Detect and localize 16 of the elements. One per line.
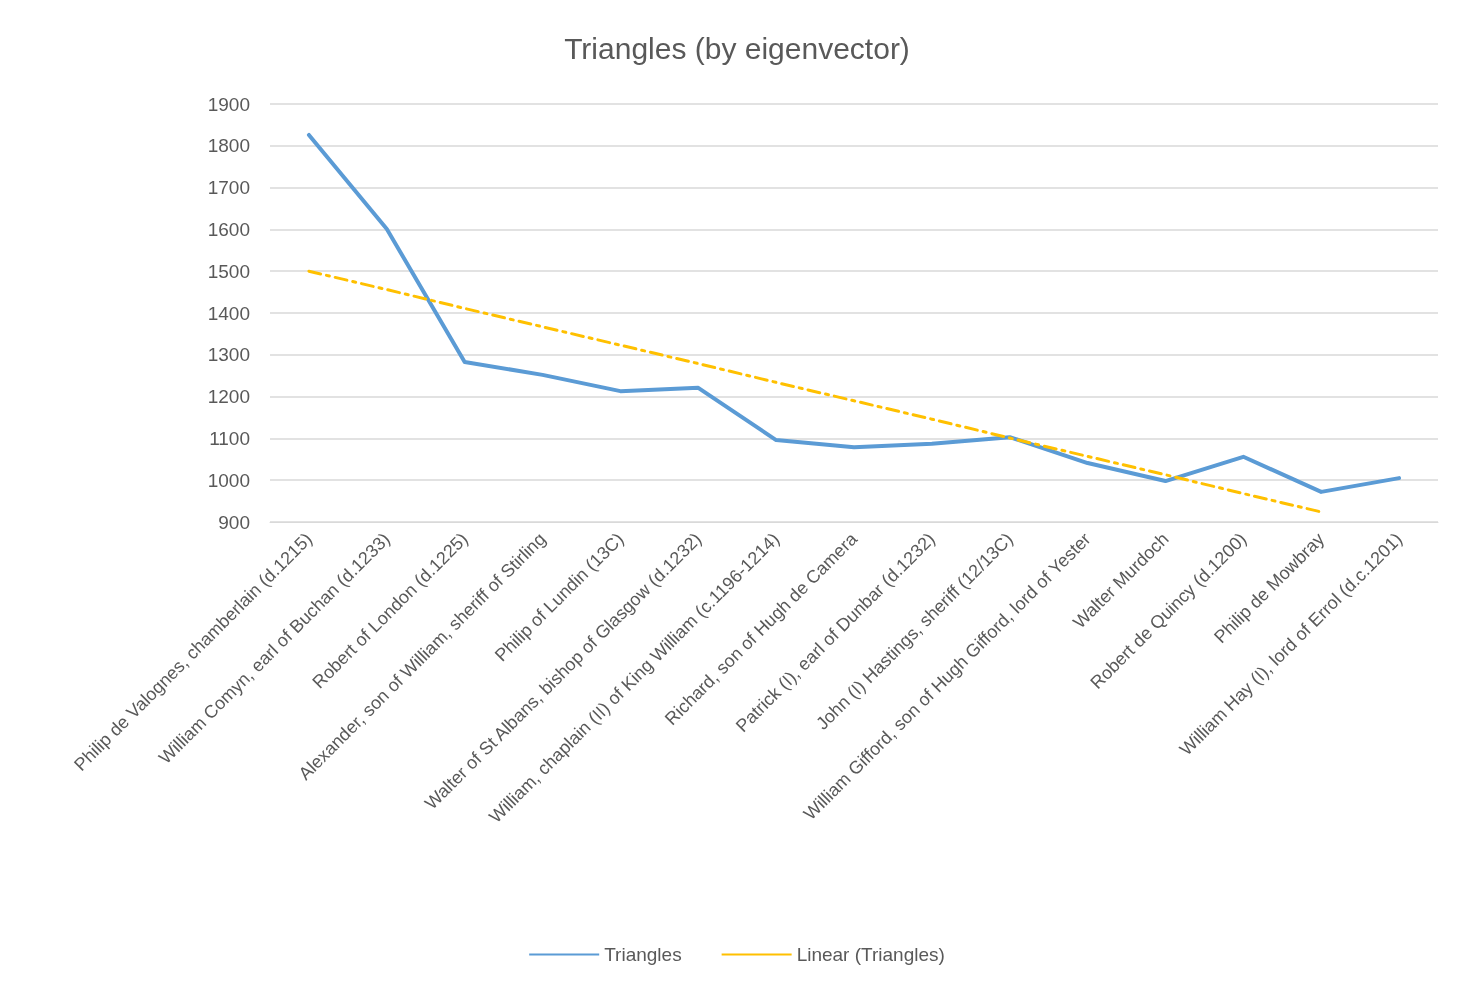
legend-label: Linear (Triangles) — [796, 944, 945, 965]
y-tick-label: 900 — [218, 511, 250, 533]
y-tick-label: 1500 — [207, 260, 250, 282]
y-tick-label: 1900 — [207, 93, 250, 115]
chart-title: Triangles (by eigenvector) — [564, 31, 910, 65]
y-tick-label: 1300 — [207, 344, 250, 366]
y-tick-label: 1800 — [207, 135, 250, 157]
y-tick-label: 1000 — [207, 469, 250, 491]
y-tick-label: 1700 — [207, 177, 250, 199]
y-tick-label: 1400 — [207, 302, 250, 324]
y-tick-label: 1100 — [209, 427, 250, 449]
line-series — [306, 132, 1402, 494]
legend-label: Triangles — [604, 944, 682, 965]
line-series — [307, 269, 1323, 514]
y-tick-label: 1200 — [207, 386, 250, 408]
y-tick-label: 1600 — [207, 218, 250, 240]
